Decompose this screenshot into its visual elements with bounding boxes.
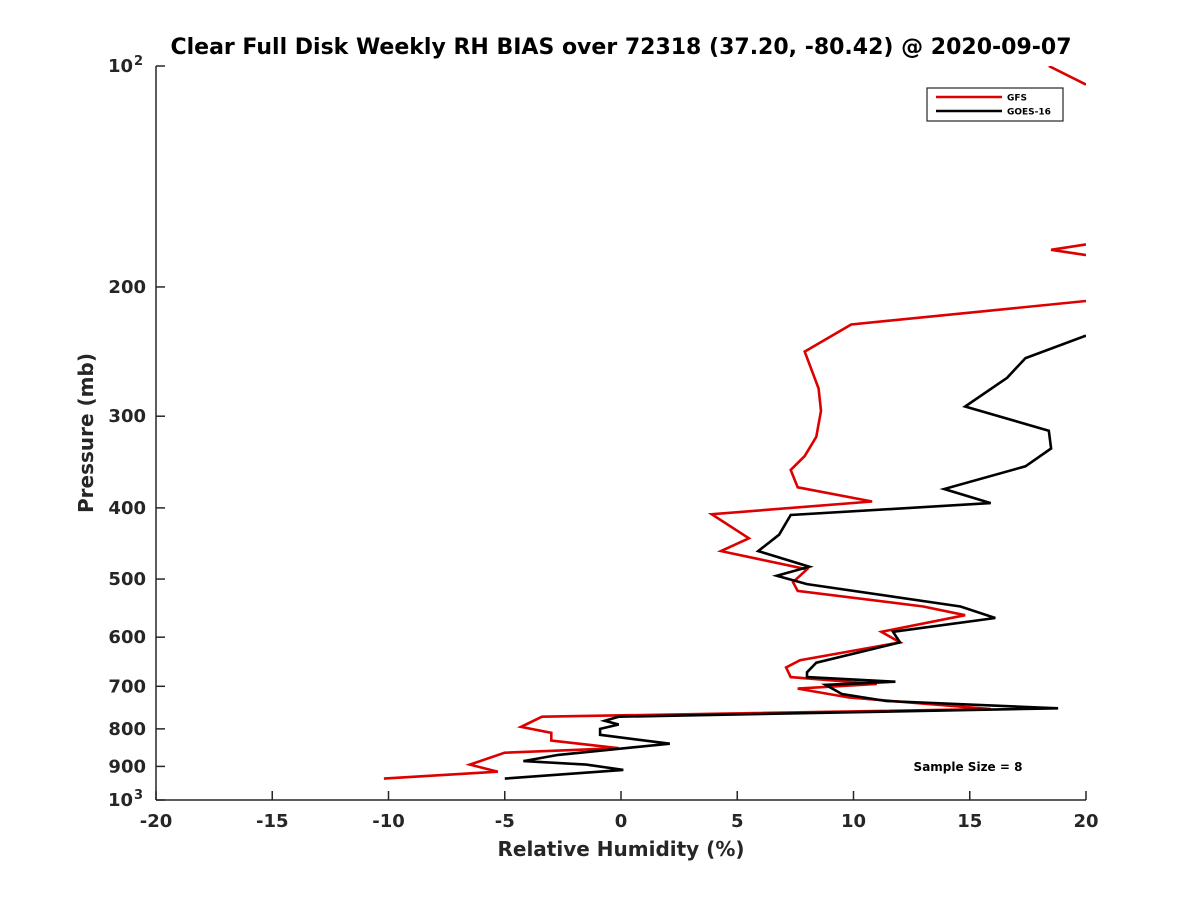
y-tick-label: 500 [108,569,146,590]
y-axis-title: Pressure (mb) [74,353,98,513]
legend-label-gfs: GFS [1007,94,1027,104]
series-line-goes-16-0 [504,334,1086,780]
y-tick-label: 400 [108,498,146,519]
y-tick-label: 300 [108,406,146,427]
series-line-gfs-2 [383,299,1086,780]
sample-size-annotation: Sample Size = 8 [914,760,1023,774]
y-tick-label: 200 [108,277,146,298]
axes-layer [155,66,1086,801]
legend-box [926,87,1064,122]
y-tick-label: 800 [108,719,146,740]
x-tick-label: 20 [1073,811,1098,832]
legend: GFS GOES-16 [926,87,1064,122]
y-tick-exponent: 2 [134,54,143,69]
y-tick-label: 10 [108,56,133,77]
x-axis-title: Relative Humidity (%) [497,837,744,861]
y-tick-label: 900 [108,756,146,777]
x-tick-label: -10 [372,811,405,832]
series-line-gfs-1 [1050,243,1086,257]
x-tick-label: -15 [256,811,289,832]
series-layer [383,66,1086,780]
y-tick-label: 700 [108,676,146,697]
x-tick-label: 15 [957,811,982,832]
y-tick-label: 10 [108,790,133,811]
x-ticks: -20 -15 -10 -5 0 5 10 15 20 [140,791,1099,832]
x-tick-label: -5 [495,811,515,832]
y-tick-label: 600 [108,627,146,648]
x-tick-label: 0 [615,811,628,832]
series-line-gfs-0 [1048,66,1086,86]
x-tick-label: 5 [731,811,744,832]
x-tick-label: 10 [841,811,866,832]
legend-label-goes-16: GOES-16 [1007,108,1051,118]
y-tick-exponent: 3 [134,788,143,803]
chart-title: Clear Full Disk Weekly RH BIAS over 7231… [170,35,1071,60]
x-tick-label: -20 [140,811,173,832]
